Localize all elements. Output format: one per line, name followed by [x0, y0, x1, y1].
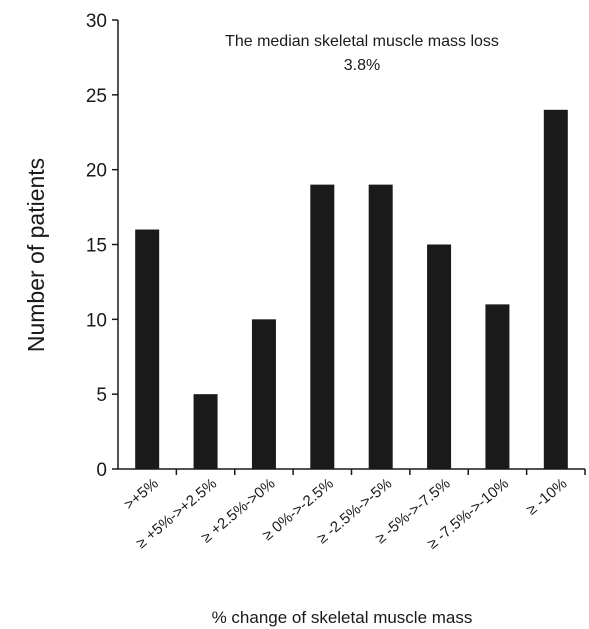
y-tick-label: 20 — [86, 161, 107, 182]
y-tick-label: 5 — [96, 385, 107, 406]
x-axis-label: % change of skeletal muscle mass — [212, 608, 473, 627]
bar — [368, 184, 393, 469]
x-tick-labels: >+5%≥ +5%->+2.5%≥ +2.5%->0%≥ 0%->-2.5%≥ … — [121, 475, 571, 553]
bars — [135, 109, 586, 475]
chart-axes — [117, 20, 585, 470]
bar — [427, 244, 452, 469]
x-tick-label: ≥ -10% — [523, 475, 570, 519]
bar — [135, 229, 160, 469]
annotation-line-1: The median skeletal muscle mass loss — [225, 33, 499, 50]
x-tick-label: >+5% — [121, 475, 162, 513]
annotation-line-2: 3.8% — [344, 57, 380, 74]
bar — [485, 304, 510, 469]
bar — [251, 319, 276, 469]
y-tick-label: 25 — [86, 86, 107, 107]
y-ticks: 0 5 10 15 20 25 30 — [86, 11, 118, 481]
y-tick-label: 15 — [86, 236, 107, 257]
y-tick-label: 10 — [86, 310, 107, 331]
bar — [193, 394, 218, 469]
y-axis-label: Number of patients — [23, 158, 49, 352]
y-tick-label: 0 — [96, 460, 107, 481]
bar — [543, 109, 568, 470]
bar — [310, 184, 335, 469]
y-tick-label: 30 — [86, 11, 107, 32]
